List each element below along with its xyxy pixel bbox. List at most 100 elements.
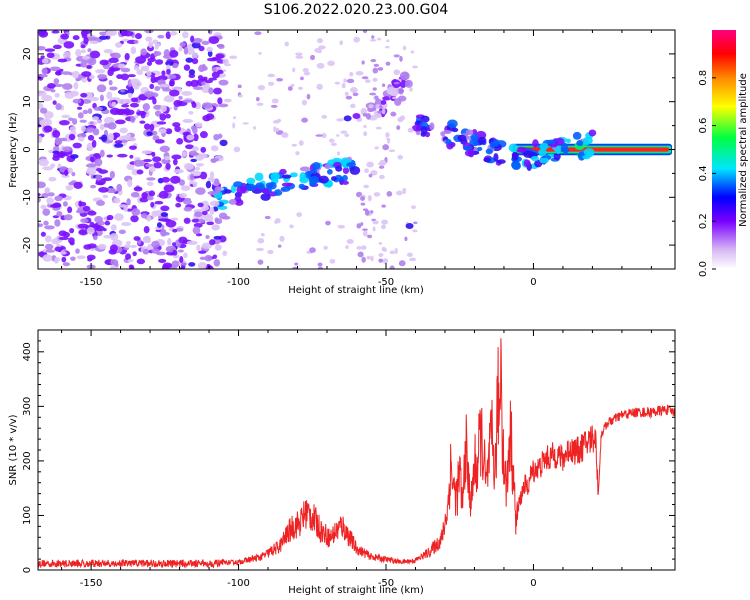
heatmap-noise <box>412 65 419 69</box>
heatmap-noise <box>386 190 393 197</box>
heatmap-noise <box>183 217 191 224</box>
heatmap-noise <box>356 246 363 250</box>
heatmap-noise <box>372 67 379 74</box>
heatmap-noise <box>109 86 118 91</box>
colorbar-gradient <box>712 30 736 269</box>
heatmap-noise <box>38 46 46 51</box>
heatmap-noise <box>213 235 222 240</box>
heatmap-noise <box>44 48 56 52</box>
heatmap-noise <box>185 57 194 63</box>
heatmap-near-zero-band <box>538 148 547 157</box>
heatmap-noise <box>205 79 213 84</box>
heatmap-noise <box>267 249 274 255</box>
heatmap-noise <box>116 183 123 192</box>
heatmap-noise <box>146 181 154 187</box>
heatmap-noise <box>300 76 304 81</box>
heatmap-noise <box>160 105 167 113</box>
heatmap-noise <box>316 83 323 90</box>
heatmap-noise <box>344 91 349 96</box>
heatmap-noise <box>200 153 208 159</box>
heatmap-noise <box>148 41 154 48</box>
heatmap-noise <box>75 77 80 82</box>
heatmap-noise <box>369 92 377 96</box>
heatmap-noise <box>201 242 213 250</box>
heatmap-noise <box>52 150 60 154</box>
heatmap-noise <box>45 249 56 253</box>
heatmap-noise <box>96 119 102 124</box>
heatmap-noise <box>396 190 403 196</box>
heatmap-noise <box>214 244 222 251</box>
heatmap-noise <box>386 39 390 43</box>
heatmap-noise <box>182 131 191 136</box>
heatmap-noise <box>53 83 64 87</box>
heatmap-noise <box>190 79 199 88</box>
heatmap-noise <box>205 234 210 240</box>
heatmap-noise <box>370 210 374 214</box>
heatmap-noise <box>113 143 124 148</box>
heatmap-noise <box>125 240 131 245</box>
heatmap-noise <box>336 118 344 122</box>
heatmap-noise <box>114 213 124 221</box>
heatmap-noise <box>48 176 57 182</box>
heatmap-noise <box>258 51 262 55</box>
heatmap-noise <box>106 189 117 194</box>
heatmap-noise <box>350 87 358 94</box>
heatmap-sloped-streak <box>324 164 331 170</box>
heatmap-noise <box>204 254 213 262</box>
heatmap-noise <box>93 106 103 111</box>
heatmap-sloped-streak <box>341 180 349 185</box>
heatmap-noise <box>301 117 308 123</box>
heatmap-noise <box>185 144 194 150</box>
heatmap-noise <box>54 195 63 202</box>
heatmap-noise <box>117 153 128 158</box>
heatmap-noise <box>205 180 212 189</box>
heatmap-noise <box>175 202 182 208</box>
heatmap-noise <box>80 92 88 98</box>
heatmap-noise <box>197 261 207 269</box>
heatmap-noise <box>102 194 109 199</box>
heatmap-noise <box>47 192 55 197</box>
heatmap-noise <box>145 163 154 168</box>
heatmap-noise <box>164 95 175 103</box>
heatmap-noise <box>182 31 189 39</box>
heatmap-noise <box>378 105 383 109</box>
heatmap-sloped-streak <box>335 165 343 172</box>
heatmap-noise <box>103 216 108 221</box>
heatmap-noise <box>372 226 376 232</box>
heatmap-noise <box>49 66 61 72</box>
heatmap-noise <box>360 245 367 250</box>
heatmap-noise <box>157 75 168 81</box>
heatmap-noise <box>192 226 201 235</box>
heatmap-noise <box>62 83 73 90</box>
heatmap-noise <box>129 137 137 142</box>
heatmap-noise <box>38 135 43 144</box>
heatmap-noise <box>43 111 54 119</box>
heatmap-noise <box>374 95 379 100</box>
heatmap-noise <box>237 84 242 89</box>
heatmap-noise <box>127 179 133 188</box>
heatmap-noise <box>154 200 164 205</box>
heatmap-noise <box>188 69 196 76</box>
heatmap-noise <box>109 233 119 241</box>
heatmap-y-tick-label: 0 <box>22 146 33 152</box>
heatmap-sloped-streak <box>280 186 291 192</box>
heatmap-noise <box>172 242 177 247</box>
heatmap-noise <box>146 131 153 136</box>
heatmap-noise <box>130 215 139 223</box>
snr-y-tick-label: 200 <box>22 451 33 470</box>
heatmap-noise <box>362 112 368 117</box>
heatmap-noise <box>389 250 396 255</box>
heatmap-noise <box>90 184 97 189</box>
heatmap-noise <box>334 81 341 85</box>
heatmap-noise <box>195 162 204 167</box>
heatmap-noise <box>206 57 218 62</box>
heatmap-noise <box>42 254 53 262</box>
heatmap-near-zero-band <box>555 145 562 155</box>
heatmap-noise <box>96 200 106 207</box>
heatmap-noise <box>50 89 56 93</box>
heatmap-converging-streak <box>447 119 458 128</box>
heatmap-noise <box>57 152 68 156</box>
heatmap-sloped-streak <box>281 182 293 187</box>
heatmap-noise <box>75 209 86 214</box>
heatmap-noise <box>364 168 369 174</box>
